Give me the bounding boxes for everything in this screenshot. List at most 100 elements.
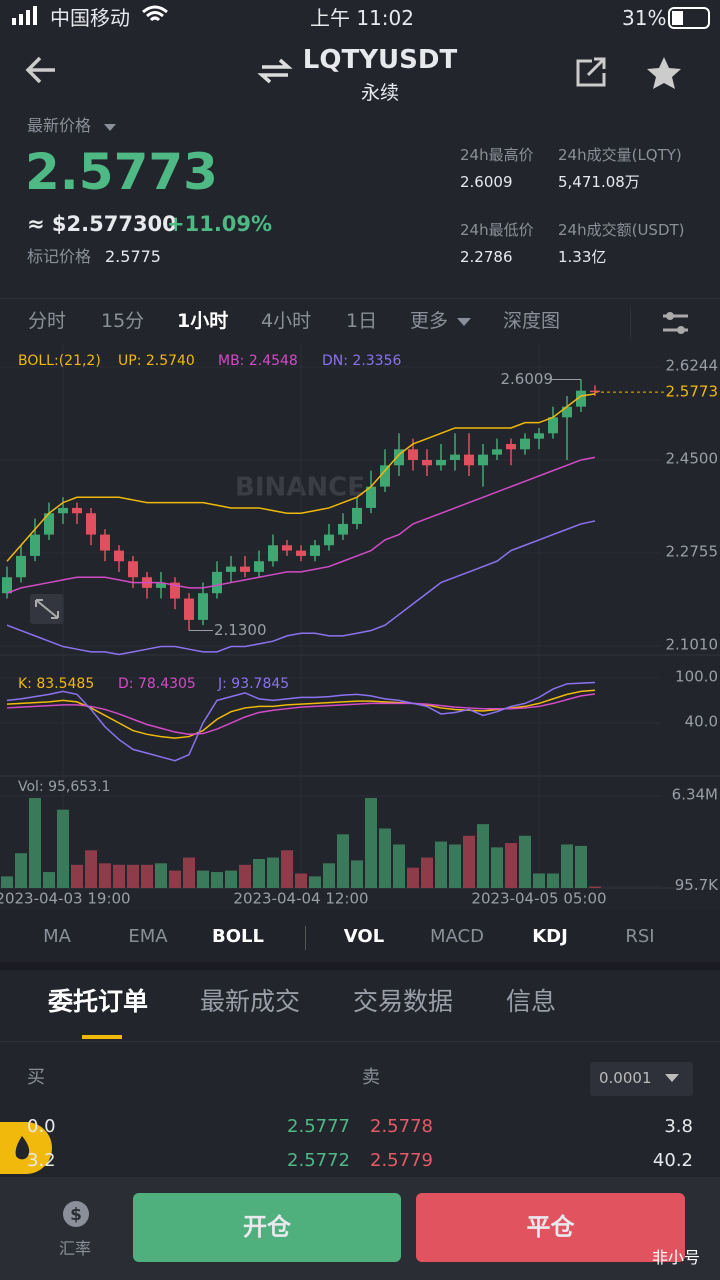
stat-value: 5,471.08万: [558, 173, 640, 191]
high-label: 2.6009: [501, 370, 554, 388]
close-button[interactable]: [416, 1193, 685, 1262]
volume-bar: [253, 858, 265, 888]
section-tab[interactable]: 委托订单: [48, 987, 149, 1016]
volume-bar: [211, 872, 223, 888]
contract-type: 永续: [360, 82, 399, 104]
float-button[interactable]: [0, 1122, 52, 1174]
indicator-tab[interactable]: BOLL: [212, 926, 264, 947]
last-price-label[interactable]: 最新价格: [27, 116, 92, 135]
candle-body: [226, 566, 236, 572]
favorite-button[interactable]: [647, 57, 681, 89]
low-label: 2.1300: [214, 621, 267, 639]
volume-bar: [99, 863, 111, 888]
interval-tab[interactable]: 分时: [28, 310, 67, 332]
ask-size: 3.8: [664, 1116, 693, 1137]
indicator-tab[interactable]: KDJ: [532, 926, 568, 947]
legend-item: UP: 2.5740: [118, 353, 195, 369]
volume-bar: [29, 798, 41, 888]
legend-item: Vol: 95,653.1: [18, 779, 110, 795]
interval-tab[interactable]: 深度图: [503, 310, 561, 332]
header-icons: [25, 56, 681, 89]
legend-item: D: 78.4305: [118, 676, 196, 692]
share-button[interactable]: [576, 57, 606, 87]
candle-body: [30, 534, 40, 556]
switch-pair[interactable]: [257, 58, 293, 84]
volume-bar: [407, 867, 419, 888]
candle-body: [450, 454, 460, 460]
divider: [0, 1041, 720, 1042]
volume-bar: [561, 844, 573, 888]
volume-bar: [57, 809, 69, 888]
y-tick-label: 2.2755: [666, 542, 719, 560]
stat-label: 24h成交额(USDT): [558, 221, 685, 239]
volume-bar: [337, 834, 349, 888]
open-label[interactable]: 开仓: [243, 1213, 291, 1241]
candle-body: [366, 486, 376, 508]
candle-body: [506, 443, 516, 450]
candle-body: [534, 433, 544, 439]
volume-bar: [365, 798, 377, 888]
ask-price: 2.5778: [370, 1116, 433, 1137]
indicator-tab[interactable]: VOL: [343, 926, 385, 947]
candle-body: [254, 561, 264, 572]
indicator-tab[interactable]: MA: [43, 926, 71, 947]
candle-body: [44, 513, 54, 535]
volume-bar: [477, 824, 489, 888]
clock: 上午 11:02: [310, 6, 414, 30]
last-price-tag: [664, 381, 720, 404]
stat-value: 2.2786: [460, 248, 513, 266]
indicator-tab[interactable]: MACD: [430, 926, 484, 947]
candle-body: [338, 523, 348, 535]
volume-bar: [421, 857, 433, 888]
y-tick-label: 95.7K: [675, 876, 719, 894]
legend-title: BOLL:(21,2): [18, 353, 101, 369]
candle-body: [212, 571, 222, 594]
back-button[interactable]: [25, 56, 55, 84]
dropdown-arrow: [104, 124, 116, 131]
indicator-line: [6, 693, 596, 736]
bid-price: 2.5777: [287, 1116, 350, 1137]
stat-label: 24h最高价: [460, 146, 534, 164]
precision[interactable]: 0.0001: [599, 1069, 652, 1087]
ask-size: 40.2: [652, 1150, 693, 1171]
bid-size: 0.0: [27, 1116, 56, 1137]
candle-body: [16, 555, 26, 578]
interval-tab[interactable]: 1小时: [177, 310, 229, 332]
volume-bar: [1, 876, 13, 888]
candle-body: [394, 449, 404, 466]
indicator-tab[interactable]: RSI: [625, 926, 655, 947]
indicator-tab[interactable]: EMA: [128, 926, 168, 947]
volume-bar: [533, 873, 545, 888]
candle-body: [520, 438, 530, 450]
candle-body: [422, 459, 432, 466]
y-tick-label: 2.4500: [666, 449, 719, 467]
sell-label: 卖: [362, 1067, 380, 1088]
dropdown-arrow: [457, 318, 471, 326]
volume-bar: [281, 850, 293, 888]
expand-icon[interactable]: [30, 594, 64, 624]
volume-bar: [393, 844, 405, 888]
ask-price: 2.5779: [370, 1150, 433, 1171]
interval-tab[interactable]: 15分: [101, 310, 145, 332]
section-tab[interactable]: 最新成交: [200, 987, 301, 1016]
candle-body: [562, 406, 572, 418]
interval-tab[interactable]: 4小时: [261, 310, 312, 332]
close-label[interactable]: 平仓: [526, 1213, 575, 1241]
volume-bar: [547, 873, 559, 888]
symbol: LQTYUSDT: [302, 45, 458, 75]
interval-tab[interactable]: 1日: [346, 310, 378, 332]
bid-price: 2.5772: [287, 1150, 350, 1171]
volume-bar: [85, 850, 97, 888]
indicator-line: [6, 393, 596, 562]
open-button[interactable]: [133, 1193, 401, 1262]
rate-icon[interactable]: $: [62, 1200, 90, 1228]
rate-label[interactable]: 汇率: [59, 1239, 92, 1258]
candle-body: [464, 454, 474, 466]
section-tab[interactable]: 交易数据: [353, 987, 454, 1016]
chart-settings[interactable]: [630, 305, 720, 341]
section-tab[interactable]: 信息: [506, 987, 557, 1016]
interval-tab[interactable]: 更多: [410, 310, 449, 332]
candle-body: [2, 577, 12, 594]
precision-select[interactable]: [590, 1062, 693, 1096]
